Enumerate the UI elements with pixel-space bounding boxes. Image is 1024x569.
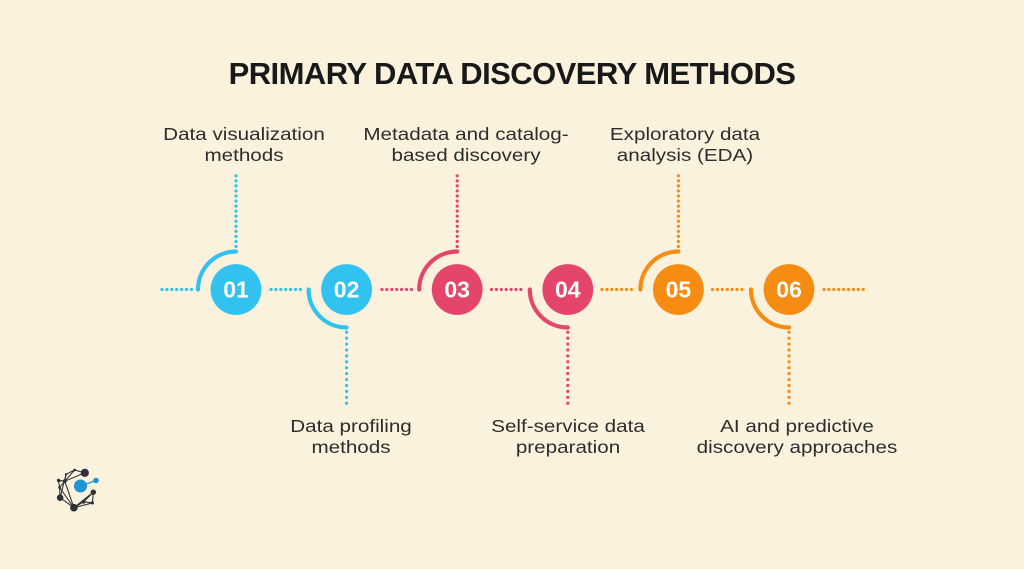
svg-text:04: 04 xyxy=(555,277,581,303)
svg-text:02: 02 xyxy=(334,277,360,303)
svg-text:03: 03 xyxy=(444,277,470,303)
svg-text:05: 05 xyxy=(666,277,692,303)
svg-text:06: 06 xyxy=(776,277,802,303)
svg-text:01: 01 xyxy=(223,277,249,303)
